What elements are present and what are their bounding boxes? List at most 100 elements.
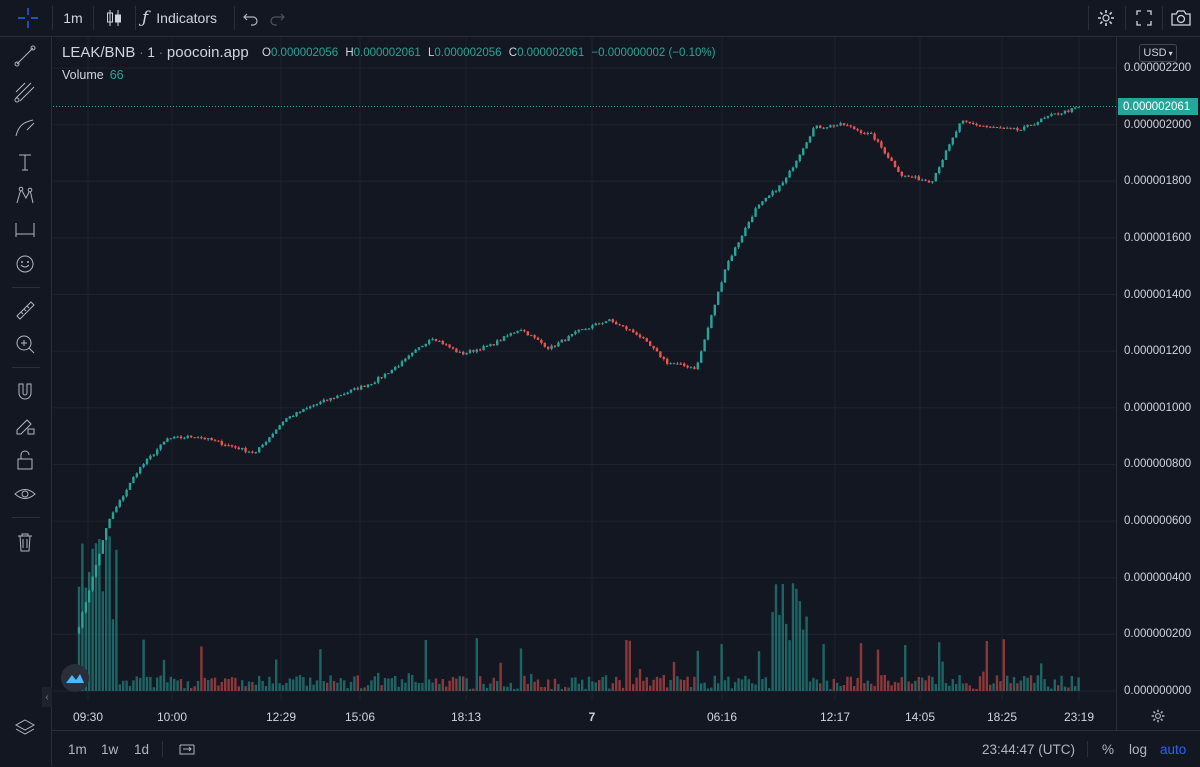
candle-body — [353, 388, 356, 390]
volume-bar — [254, 684, 257, 691]
candle-body — [441, 341, 444, 345]
candle-body — [445, 344, 448, 346]
volume-bar — [346, 687, 349, 691]
lock-all-tool[interactable] — [10, 445, 40, 475]
candle-body — [754, 208, 757, 217]
open-value: 0.000002056 — [270, 47, 339, 59]
volume-bar — [196, 680, 200, 691]
range-1w-button[interactable]: 1w — [101, 741, 119, 757]
volume-bar — [305, 685, 308, 691]
volume-bar — [914, 680, 917, 691]
axis-settings-button[interactable] — [1148, 706, 1168, 726]
candle-body — [927, 180, 931, 183]
remove-drawings-tool[interactable] — [10, 527, 40, 557]
volume-value: 66 — [109, 68, 124, 82]
auto-scale-toggle[interactable]: auto — [1160, 741, 1187, 757]
volume-bar — [1077, 677, 1080, 691]
object-tree-button[interactable] — [10, 713, 40, 743]
trend-line-tool[interactable] — [10, 41, 40, 71]
crosshair-tool-button[interactable] — [4, 0, 52, 36]
candle-body — [203, 437, 206, 440]
candle-body — [448, 344, 451, 348]
settings-button[interactable] — [1092, 0, 1120, 36]
redo-button[interactable] — [266, 0, 288, 36]
candle-body — [139, 466, 142, 474]
volume-bar — [397, 686, 400, 691]
volume-bar — [856, 677, 859, 691]
price-tick-label: 0.000000200 — [1124, 628, 1192, 641]
tradingview-logo-button[interactable] — [61, 664, 89, 692]
volume-bar — [1074, 686, 1077, 691]
volume-bar — [676, 676, 679, 691]
zoom-tool[interactable] — [10, 329, 40, 359]
ruler-tool[interactable] — [10, 295, 40, 325]
log-scale-toggle[interactable]: log — [1129, 741, 1148, 757]
volume-bar — [91, 548, 94, 691]
volume-bar — [734, 682, 737, 691]
volume-bar — [149, 676, 152, 691]
lock-drawing-tool[interactable] — [10, 411, 40, 441]
date-range-button[interactable] — [178, 731, 196, 767]
screenshot-button[interactable] — [1166, 0, 1196, 36]
candle-body — [322, 399, 325, 402]
volume-bar — [822, 644, 825, 691]
candle-body — [951, 137, 954, 145]
indicators-button[interactable]: ƒ Indicators — [138, 0, 230, 36]
utc-clock[interactable]: 23:44:47 (UTC) — [982, 741, 1076, 757]
candle-body — [111, 512, 115, 519]
hide-drawings-tool[interactable] — [10, 479, 40, 509]
volume-bar — [924, 680, 927, 691]
range-1m-button[interactable]: 1m — [68, 741, 87, 757]
chart-type-button[interactable] — [96, 0, 132, 36]
candle-body — [339, 395, 342, 397]
volume-bar — [261, 680, 264, 691]
candle-body — [404, 358, 407, 362]
candle-body — [115, 506, 118, 513]
time-tick-label: 18:13 — [450, 710, 482, 724]
percent-scale-toggle[interactable]: % — [1102, 741, 1115, 757]
volume-bar — [853, 686, 856, 691]
magnet-tool[interactable] — [10, 377, 40, 407]
volume-bar — [842, 685, 846, 691]
candle-body — [829, 125, 832, 128]
candle-body — [312, 405, 315, 407]
volume-bar — [492, 677, 495, 691]
candle-body — [635, 332, 638, 335]
volume-bar — [700, 683, 703, 691]
candle-body — [557, 342, 560, 347]
volume-bar — [995, 675, 999, 691]
interval-button[interactable]: 1m — [63, 10, 83, 26]
fib-tool[interactable] — [10, 77, 40, 107]
measure-tool[interactable] — [10, 215, 40, 245]
volume-bar — [921, 677, 924, 691]
candle-body — [727, 261, 730, 270]
collapse-toolbar-button[interactable]: ‹ — [42, 687, 52, 707]
zoom-in-icon — [16, 335, 35, 354]
candle-body — [611, 319, 614, 323]
volume-bar — [387, 678, 390, 691]
candle-body — [941, 159, 944, 168]
undo-button[interactable] — [240, 0, 262, 36]
volume-bar — [1036, 675, 1039, 691]
candle-body — [288, 416, 291, 419]
volume-bar — [982, 671, 985, 691]
brush-tool[interactable] — [10, 113, 40, 143]
currency-select[interactable]: USD ▾ — [1139, 44, 1177, 62]
fullscreen-button[interactable] — [1130, 0, 1158, 36]
emoji-tool[interactable] — [10, 249, 40, 279]
candle-body — [768, 195, 771, 198]
symbol-name[interactable]: LEAK/BNB — [62, 44, 136, 61]
chevron-down-icon: ▾ — [1168, 48, 1173, 58]
text-tool[interactable] — [10, 147, 40, 177]
candle-body — [965, 120, 968, 122]
candles-icon — [107, 10, 121, 26]
volume-bar — [1053, 679, 1056, 691]
volume-bar — [652, 679, 655, 691]
pattern-tool[interactable] — [10, 181, 40, 211]
volume-bar — [81, 543, 84, 691]
volume-bar — [298, 675, 302, 691]
candle-body — [220, 441, 223, 445]
range-1d-button[interactable]: 1d — [134, 741, 150, 757]
volume-bar — [336, 682, 339, 691]
